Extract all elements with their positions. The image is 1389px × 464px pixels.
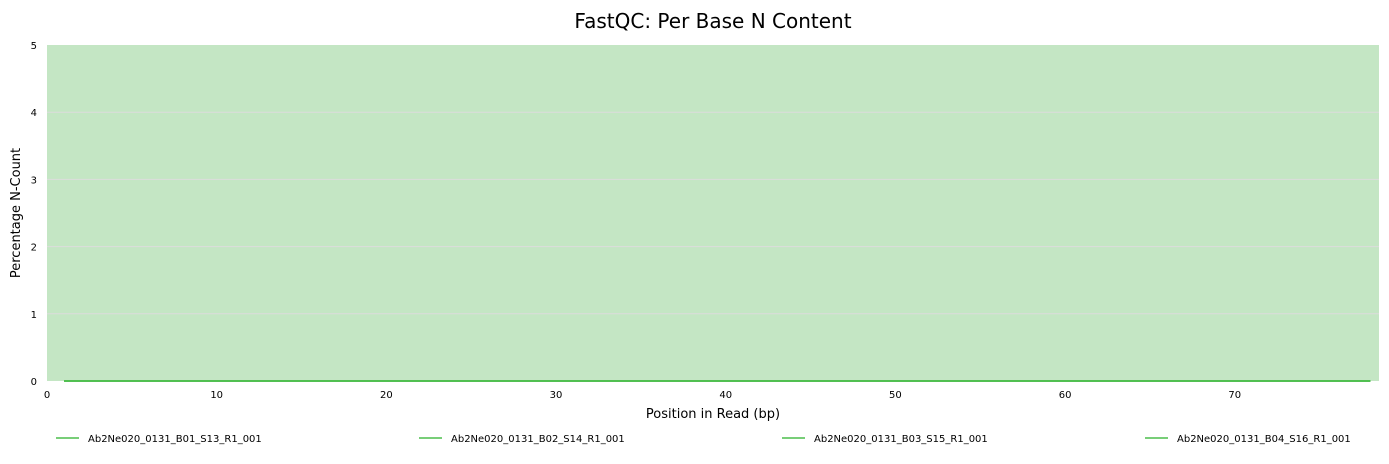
legend-item-3[interactable]: Ab2Ne020_0131_B03_S15_R1_001 — [782, 434, 988, 445]
x-axis-label: Position in Read (bp) — [646, 407, 780, 422]
x-tick-label: 60 — [1059, 390, 1072, 401]
x-tick-label: 30 — [550, 390, 563, 401]
y-tick-label: 2 — [31, 243, 37, 254]
legend-label: Ab2Ne020_0131_B03_S15_R1_001 — [814, 434, 988, 445]
x-tick-label: 70 — [1228, 390, 1241, 401]
legend-label: Ab2Ne020_0131_B01_S13_R1_001 — [88, 434, 262, 445]
y-tick-label: 5 — [31, 41, 37, 52]
chart-title: FastQC: Per Base N Content — [574, 9, 851, 33]
legend-item-2[interactable]: Ab2Ne020_0131_B02_S14_R1_001 — [419, 434, 625, 445]
legend-item-1[interactable]: Ab2Ne020_0131_B01_S13_R1_001 — [56, 434, 262, 445]
legend-label: Ab2Ne020_0131_B02_S14_R1_001 — [451, 434, 625, 445]
y-tick-label: 4 — [31, 108, 37, 119]
y-tick-label: 0 — [31, 377, 37, 388]
y-axis-label: Percentage N-Count — [9, 148, 24, 278]
legend: Ab2Ne020_0131_B01_S13_R1_001 Ab2Ne020_013… — [56, 434, 1351, 445]
grid-lines — [47, 111, 1379, 315]
y-tick-label: 3 — [31, 175, 37, 186]
legend-label: Ab2Ne020_0131_B04_S16_R1_001 — [1177, 434, 1351, 445]
legend-item-4[interactable]: Ab2Ne020_0131_B04_S16_R1_001 — [1145, 434, 1351, 445]
x-tick-label: 40 — [719, 390, 732, 401]
y-tick-label: 1 — [31, 310, 37, 321]
pass-zone-band — [47, 45, 1379, 381]
x-tick-label: 10 — [210, 390, 223, 401]
x-tick-label: 50 — [889, 390, 902, 401]
x-tick-label: 20 — [380, 390, 393, 401]
x-axis-ticks: 0 10 20 30 40 50 60 70 — [44, 390, 1241, 401]
y-axis-ticks: 0 1 2 3 4 5 — [31, 41, 37, 388]
plot-area — [47, 45, 1379, 381]
x-tick-label: 0 — [44, 390, 50, 401]
